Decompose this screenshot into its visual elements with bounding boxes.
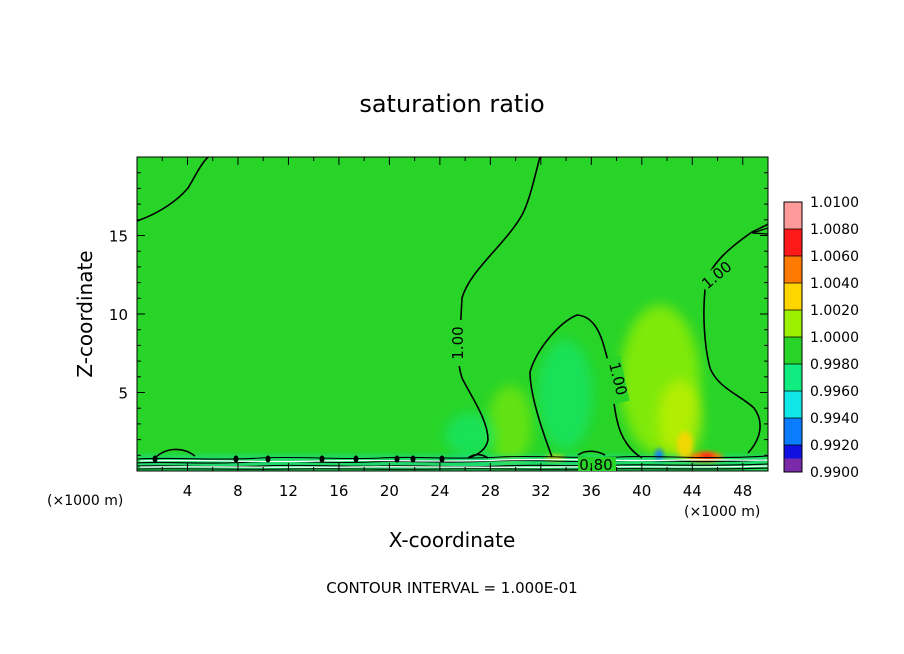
contour-bump-1 — [154, 448, 196, 459]
colorbar-label: 1.0040 — [810, 276, 859, 292]
anomaly-dry-spot — [655, 449, 663, 461]
surface-speck — [353, 455, 359, 463]
x-tick-label: 44 — [683, 482, 702, 500]
surface-speck — [410, 455, 416, 463]
colorbar-label: 0.9900 — [810, 465, 859, 481]
colorbar-label: 0.9920 — [810, 438, 859, 454]
colorbar-band — [784, 310, 802, 337]
colorbar-band — [784, 202, 802, 229]
x-tick-label: 36 — [582, 482, 601, 500]
colorbar-label: 1.0000 — [810, 330, 859, 346]
surface-white-contours — [139, 458, 768, 468]
surface-specks — [152, 455, 445, 463]
contour-interval-note: CONTOUR INTERVAL = 1.000E-01 — [326, 579, 577, 597]
colorbar-band — [784, 391, 802, 418]
colorbar-band — [784, 229, 802, 256]
x-axis-unit-left: (×1000 m) — [47, 493, 123, 509]
colorbar-band — [784, 256, 802, 283]
y-axis-ticks: 5 10 15 — [109, 156, 768, 472]
contour-label-bg-2 — [602, 355, 630, 405]
x-tick-label: 48 — [733, 482, 752, 500]
colorbar-label: 1.0100 — [810, 195, 859, 211]
y-tick-label: 15 — [109, 228, 128, 246]
colorbar-label: 1.0080 — [810, 222, 859, 238]
x-axis-label: X-coordinate — [389, 528, 516, 552]
colorbar-label: 0.9940 — [810, 411, 859, 427]
contour-label-bg-3 — [698, 252, 742, 294]
x-tick-label: 32 — [531, 482, 550, 500]
anomaly-hot-center — [700, 453, 714, 459]
surface-white-2 — [139, 465, 768, 468]
surface-speck — [319, 455, 325, 463]
surface-contour-1 — [137, 455, 768, 460]
colorbar-label: 1.0060 — [810, 249, 859, 265]
x-tick-label: 12 — [279, 482, 298, 500]
x-axis-ticks: 4 8 12 16 20 24 28 32 36 40 44 48 — [136, 157, 769, 500]
y-axis-label: Z-coordinate — [73, 250, 97, 377]
contour-label-bg-1 — [449, 320, 465, 366]
colorbar-band — [784, 364, 802, 391]
x-tick-label: 24 — [430, 482, 449, 500]
surface-white-1 — [139, 458, 768, 463]
plot-area — [137, 157, 768, 471]
x-tick-label: 4 — [183, 482, 193, 500]
contour-label-1: 1.00 — [449, 326, 467, 359]
colorbar-band-min — [784, 458, 802, 472]
contour-bump-2 — [467, 453, 489, 459]
colorbar-label: 1.0020 — [810, 303, 859, 319]
y-tick-label: 5 — [118, 385, 128, 403]
colorbar-band — [784, 283, 802, 310]
x-tick-label: 28 — [481, 482, 500, 500]
contour-label-4: 0.80 — [579, 456, 612, 474]
colorbar-label: 0.9980 — [810, 357, 859, 373]
surface-speck — [439, 455, 445, 463]
colorbar-band — [784, 418, 802, 445]
colorbar-band — [784, 337, 802, 364]
surface-speck — [152, 455, 158, 463]
anomaly-west-low — [445, 413, 495, 457]
contour-line-east-tip — [751, 227, 768, 235]
x-axis-unit-right: (×1000 m) — [684, 504, 760, 520]
surface-speck — [233, 455, 239, 463]
colorbar-label: 0.9960 — [810, 384, 859, 400]
surface-speck — [394, 455, 400, 463]
x-tick-label: 40 — [632, 482, 651, 500]
anomaly-mid-plume — [488, 385, 532, 465]
contour-label-bg-4 — [578, 457, 616, 471]
anomaly-yellow-west — [677, 431, 693, 459]
surface-speck — [265, 455, 271, 463]
chart-title: saturation ratio — [359, 90, 544, 118]
colorbar: 1.0100 1.0080 1.0060 1.0040 1.0020 1.0000 0.99… — [783, 195, 859, 481]
contour-line-loop — [529, 314, 643, 459]
y-tick-label: 10 — [109, 306, 128, 324]
contour-line-nw — [137, 157, 209, 222]
x-tick-label: 16 — [329, 482, 348, 500]
x-tick-label: 8 — [233, 482, 243, 500]
anomaly-mid-low — [537, 340, 593, 450]
x-tick-label: 20 — [380, 482, 399, 500]
contour-bump-3 — [577, 450, 606, 456]
contour-line-east — [703, 223, 768, 454]
